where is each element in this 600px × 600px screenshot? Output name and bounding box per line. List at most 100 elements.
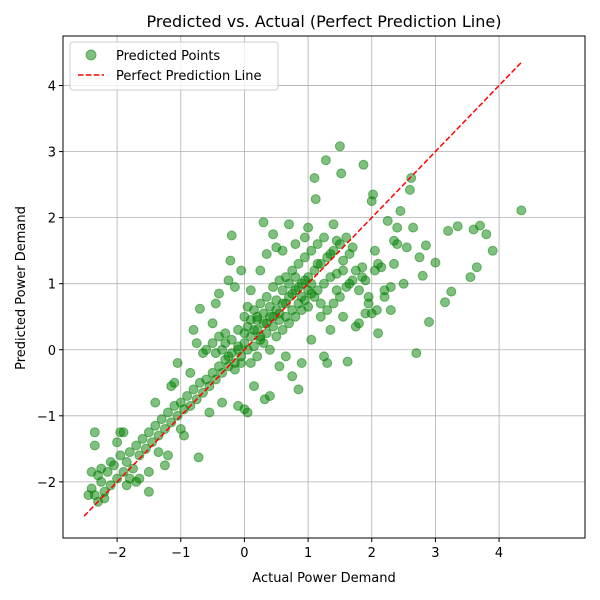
data-point [331,235,342,246]
data-point [134,450,145,461]
data-point [414,252,425,263]
data-point [264,344,275,355]
legend-points-label: Predicted Points [116,49,220,64]
data-point [334,291,345,302]
data-point [249,341,259,352]
data-point [223,351,234,362]
data-point [280,351,291,362]
data-point [299,232,310,243]
x-tick-label: 1 [304,546,312,561]
data-point [172,358,183,368]
data-point [347,275,358,286]
data-point [188,384,199,395]
data-point [112,437,123,448]
data-point [226,334,237,345]
data-point [255,265,266,276]
data-point [481,229,492,240]
data-point [322,305,333,316]
data-point [242,301,253,312]
data-point [204,407,215,418]
data-point [268,229,279,240]
data-point [475,220,485,231]
data-point [255,298,266,309]
data-point [293,258,304,269]
data-point [315,298,326,309]
data-point [242,407,253,418]
legend-points-marker [85,49,97,61]
data-point [112,473,123,484]
data-point [303,301,314,312]
data-point [121,457,132,467]
x-axis-label: Actual Power Demand [252,571,395,586]
data-point [443,225,454,236]
data-point [328,219,339,230]
data-point [338,311,349,322]
data-point [223,275,234,286]
data-point [179,430,189,441]
data-point [452,221,463,232]
x-tick-label: 4 [495,546,503,561]
data-point [471,262,482,273]
data-point [271,295,282,306]
data-point [284,318,294,329]
data-point [290,239,301,250]
data-point [401,242,412,253]
data-point [261,249,272,259]
x-tick-label: −2 [108,546,127,561]
data-point [207,338,218,349]
data-point [320,155,331,166]
data-point [420,240,431,251]
data-point [277,324,288,335]
data-point [440,297,450,308]
x-tick-label: 0 [240,546,248,561]
data-point [105,457,116,467]
data-point [357,262,368,273]
data-point [389,258,399,269]
data-point [341,232,352,243]
data-point [89,427,100,438]
data-point [287,288,298,299]
data-point [188,324,199,335]
data-point [261,318,272,329]
data-point [153,447,164,458]
data-point [255,331,266,342]
data-point [465,272,476,283]
data-point [159,460,170,471]
data-point [338,255,349,266]
data-point [385,305,396,316]
data-point [252,315,263,325]
data-point [96,476,107,487]
y-tick-label: −2 [37,476,56,491]
data-point [382,215,393,226]
data-point [277,245,288,256]
data-point [354,318,364,329]
data-point [207,318,218,329]
data-point [430,257,441,268]
data-point [516,205,527,216]
data-point [258,308,269,319]
data-point [360,275,371,286]
data-point [309,173,320,183]
data-point [379,285,390,296]
data-point [214,288,224,299]
data-point [258,217,269,228]
data-point [319,278,329,289]
data-point [143,486,154,497]
data-point [303,222,314,233]
data-point [408,222,419,233]
data-point [392,222,403,233]
data-point [226,230,237,241]
data-point [140,443,151,454]
data-point [274,361,285,372]
x-tick-label: 3 [431,546,439,561]
data-point [271,331,282,342]
data-point [373,258,384,269]
data-point [341,282,352,292]
data-point [214,331,224,342]
data-point [306,278,317,289]
data-point [236,265,247,276]
data-point [398,278,409,289]
data-point [134,473,145,484]
data-point [290,311,301,322]
data-point [163,407,173,418]
